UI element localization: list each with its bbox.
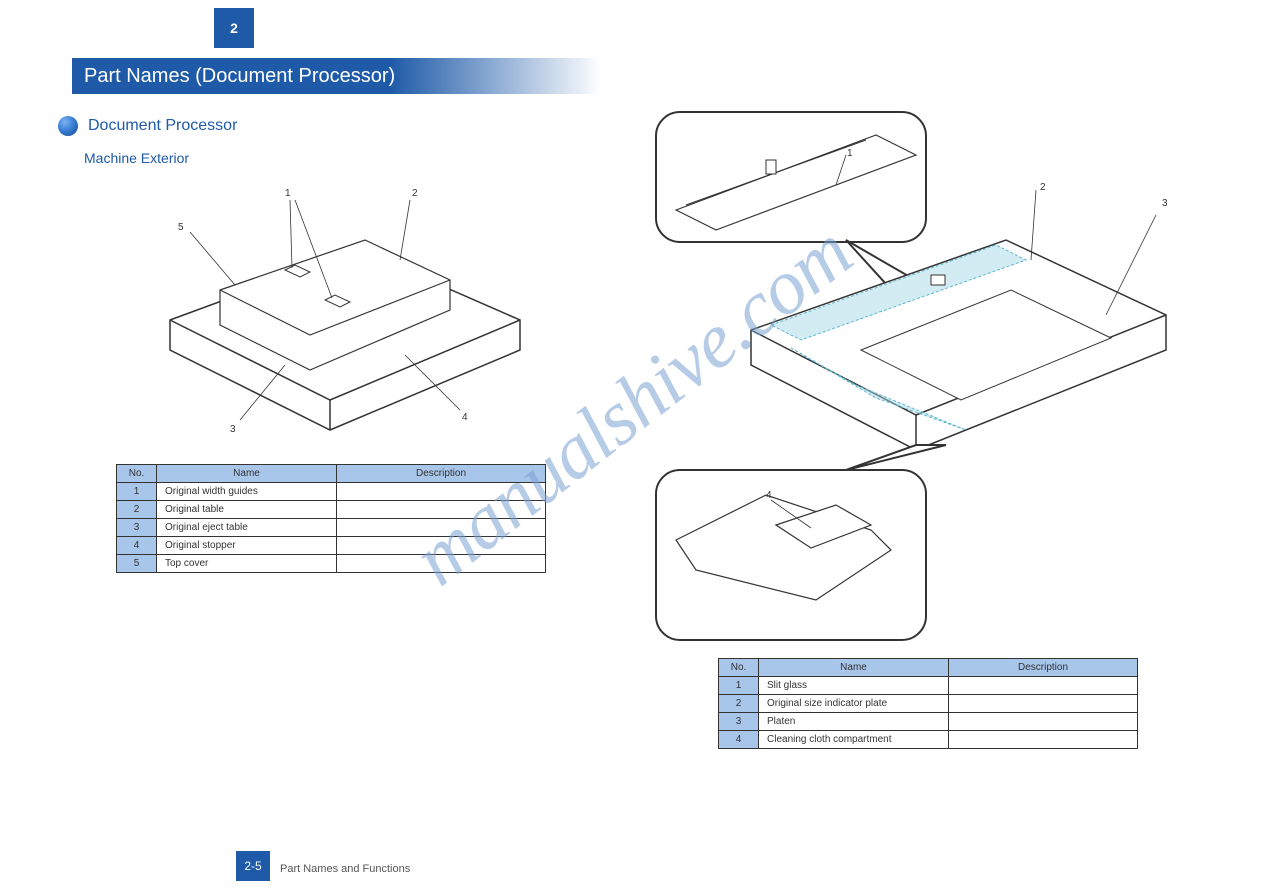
platen-diagram xyxy=(636,100,1196,660)
r-label-3: 3 xyxy=(1162,198,1168,209)
table-row: 1Original width guides xyxy=(117,483,546,501)
table-col-desc: Description xyxy=(949,659,1138,677)
table-row: 5Top cover xyxy=(117,555,546,573)
section-heading: Document Processor xyxy=(88,117,237,135)
chapter-badge: 2 xyxy=(214,8,254,48)
table-row: 4Original stopper xyxy=(117,537,546,555)
table-row: 3Platen xyxy=(719,713,1138,731)
section-header: Document Processor xyxy=(58,116,237,136)
r-label-2: 2 xyxy=(1040,182,1046,193)
table-col-num: No. xyxy=(719,659,759,677)
left-parts-table: No. Name Description 1Original width gui… xyxy=(116,464,546,573)
label-5: 5 xyxy=(178,222,184,233)
table-row: 2Original size indicator plate xyxy=(719,695,1138,713)
r-label-4: 4 xyxy=(766,490,772,501)
table-col-name: Name xyxy=(157,465,337,483)
label-2: 2 xyxy=(412,188,418,199)
table-col-desc: Description xyxy=(337,465,546,483)
table-row: 1Slit glass xyxy=(719,677,1138,695)
table-row: 2Original table xyxy=(117,501,546,519)
label-3: 3 xyxy=(230,424,236,435)
r-label-1: 1 xyxy=(847,148,853,159)
page-number: 2-5 xyxy=(236,851,270,881)
right-parts-table: No. Name Description 1Slit glass 2Origin… xyxy=(718,658,1138,749)
label-4: 4 xyxy=(462,412,468,423)
label-1: 1 xyxy=(285,188,291,199)
dp-exterior-diagram xyxy=(110,170,540,450)
left-subtitle: Machine Exterior xyxy=(84,150,189,166)
footer-text: Part Names and Functions xyxy=(280,863,410,875)
bullet-icon xyxy=(58,116,78,136)
page-title-bar: Part Names (Document Processor) xyxy=(72,58,602,94)
table-col-num: No. xyxy=(117,465,157,483)
table-row: 3Original eject table xyxy=(117,519,546,537)
table-row: 4Cleaning cloth compartment xyxy=(719,731,1138,749)
table-col-name: Name xyxy=(759,659,949,677)
